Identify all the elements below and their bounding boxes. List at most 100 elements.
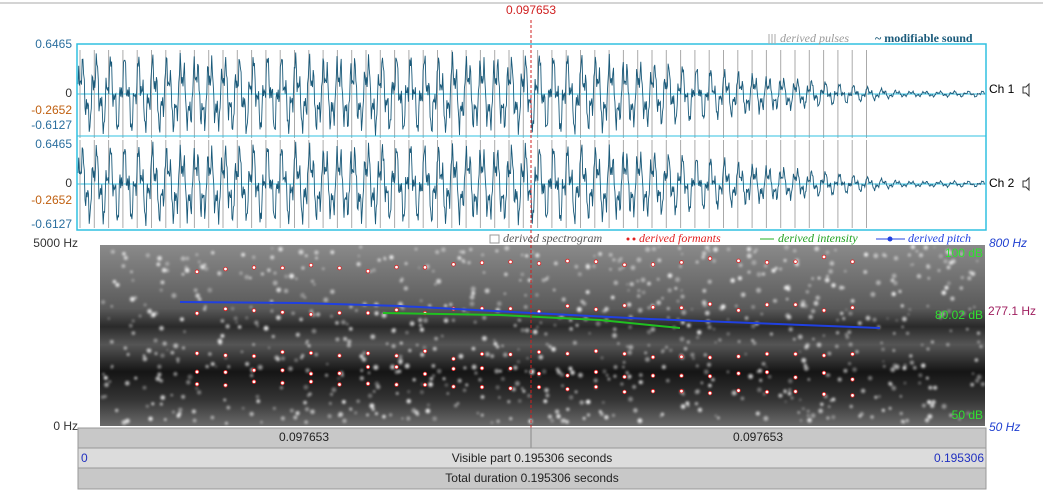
peak xyxy=(831,283,836,288)
visible-part[interactable]: Visible part 0.195306 seconds xyxy=(452,451,613,465)
ch1-label[interactable]: Ch 1 xyxy=(989,82,1015,96)
peak xyxy=(645,357,650,362)
peak xyxy=(627,302,632,307)
formant xyxy=(736,258,741,263)
peak xyxy=(528,419,533,424)
peak xyxy=(419,327,424,332)
peak xyxy=(469,247,473,252)
peak xyxy=(701,255,705,260)
peak xyxy=(659,414,662,418)
formant xyxy=(337,310,342,316)
peak xyxy=(828,269,833,274)
peak xyxy=(459,250,462,254)
total-bar[interactable] xyxy=(77,467,987,490)
peak xyxy=(946,342,950,347)
peak xyxy=(636,294,641,298)
peak xyxy=(192,418,197,423)
peak xyxy=(730,278,735,283)
peak xyxy=(276,357,280,362)
peak xyxy=(177,411,182,416)
peak xyxy=(752,341,757,345)
peak xyxy=(702,302,708,308)
formant xyxy=(593,307,599,312)
formant xyxy=(508,306,513,311)
peak xyxy=(123,346,128,350)
peak xyxy=(576,307,582,312)
peak xyxy=(783,389,787,393)
peak xyxy=(744,316,749,320)
peak xyxy=(342,418,347,423)
peak xyxy=(552,288,556,292)
peak xyxy=(617,342,620,345)
peak xyxy=(310,279,314,283)
peak xyxy=(778,393,783,398)
peak xyxy=(208,352,212,356)
peak xyxy=(293,415,298,420)
peak xyxy=(316,312,321,317)
peak xyxy=(960,276,964,280)
ch2-cursor-value: -0.2652 xyxy=(31,193,72,207)
peak xyxy=(405,331,409,335)
peak xyxy=(657,245,660,249)
peak xyxy=(740,396,745,401)
peak xyxy=(523,305,528,309)
peak xyxy=(104,382,109,388)
formant xyxy=(650,373,656,378)
peak xyxy=(863,270,868,274)
peak xyxy=(656,277,660,281)
peak xyxy=(911,263,914,266)
formant xyxy=(422,382,428,387)
peak xyxy=(490,421,494,424)
peak xyxy=(980,382,985,387)
peak xyxy=(517,348,520,351)
right-duration[interactable]: 0.097653 xyxy=(733,430,783,444)
peak xyxy=(805,290,809,294)
peak xyxy=(178,407,183,412)
left-duration[interactable]: 0.097653 xyxy=(279,430,329,444)
peak xyxy=(899,395,902,398)
peak xyxy=(678,246,681,250)
peak xyxy=(434,283,437,286)
peak xyxy=(666,378,670,383)
formant xyxy=(451,356,456,362)
formant xyxy=(223,383,228,388)
peak xyxy=(844,270,847,273)
peak xyxy=(407,390,411,394)
ch2-label[interactable]: Ch 2 xyxy=(989,176,1015,190)
peak xyxy=(519,279,522,282)
formant xyxy=(821,308,827,313)
peak xyxy=(478,378,482,382)
peak xyxy=(703,353,707,357)
peak xyxy=(737,276,742,281)
peak xyxy=(970,382,974,387)
peak xyxy=(826,416,830,420)
peak xyxy=(726,370,730,374)
peak xyxy=(371,407,375,411)
peak xyxy=(361,357,367,362)
peak xyxy=(647,306,651,310)
peak xyxy=(181,394,186,399)
peak xyxy=(626,345,629,348)
peak xyxy=(792,337,796,341)
peak xyxy=(878,395,881,398)
peak xyxy=(621,266,625,269)
peak xyxy=(254,320,259,325)
formant xyxy=(736,371,741,376)
total-duration[interactable]: Total duration 0.195306 seconds xyxy=(445,471,618,485)
peak xyxy=(138,314,142,318)
peak xyxy=(504,272,508,277)
peak xyxy=(495,345,500,349)
peak xyxy=(428,382,433,387)
peak xyxy=(160,402,163,406)
peak xyxy=(868,317,871,320)
peak xyxy=(926,304,929,308)
peak xyxy=(680,320,685,325)
peak xyxy=(837,377,842,382)
formant xyxy=(280,265,285,271)
peak xyxy=(432,416,437,421)
peak xyxy=(886,317,889,320)
peak xyxy=(337,377,341,380)
peak xyxy=(398,354,403,359)
formant xyxy=(280,380,285,386)
peak xyxy=(747,270,751,274)
